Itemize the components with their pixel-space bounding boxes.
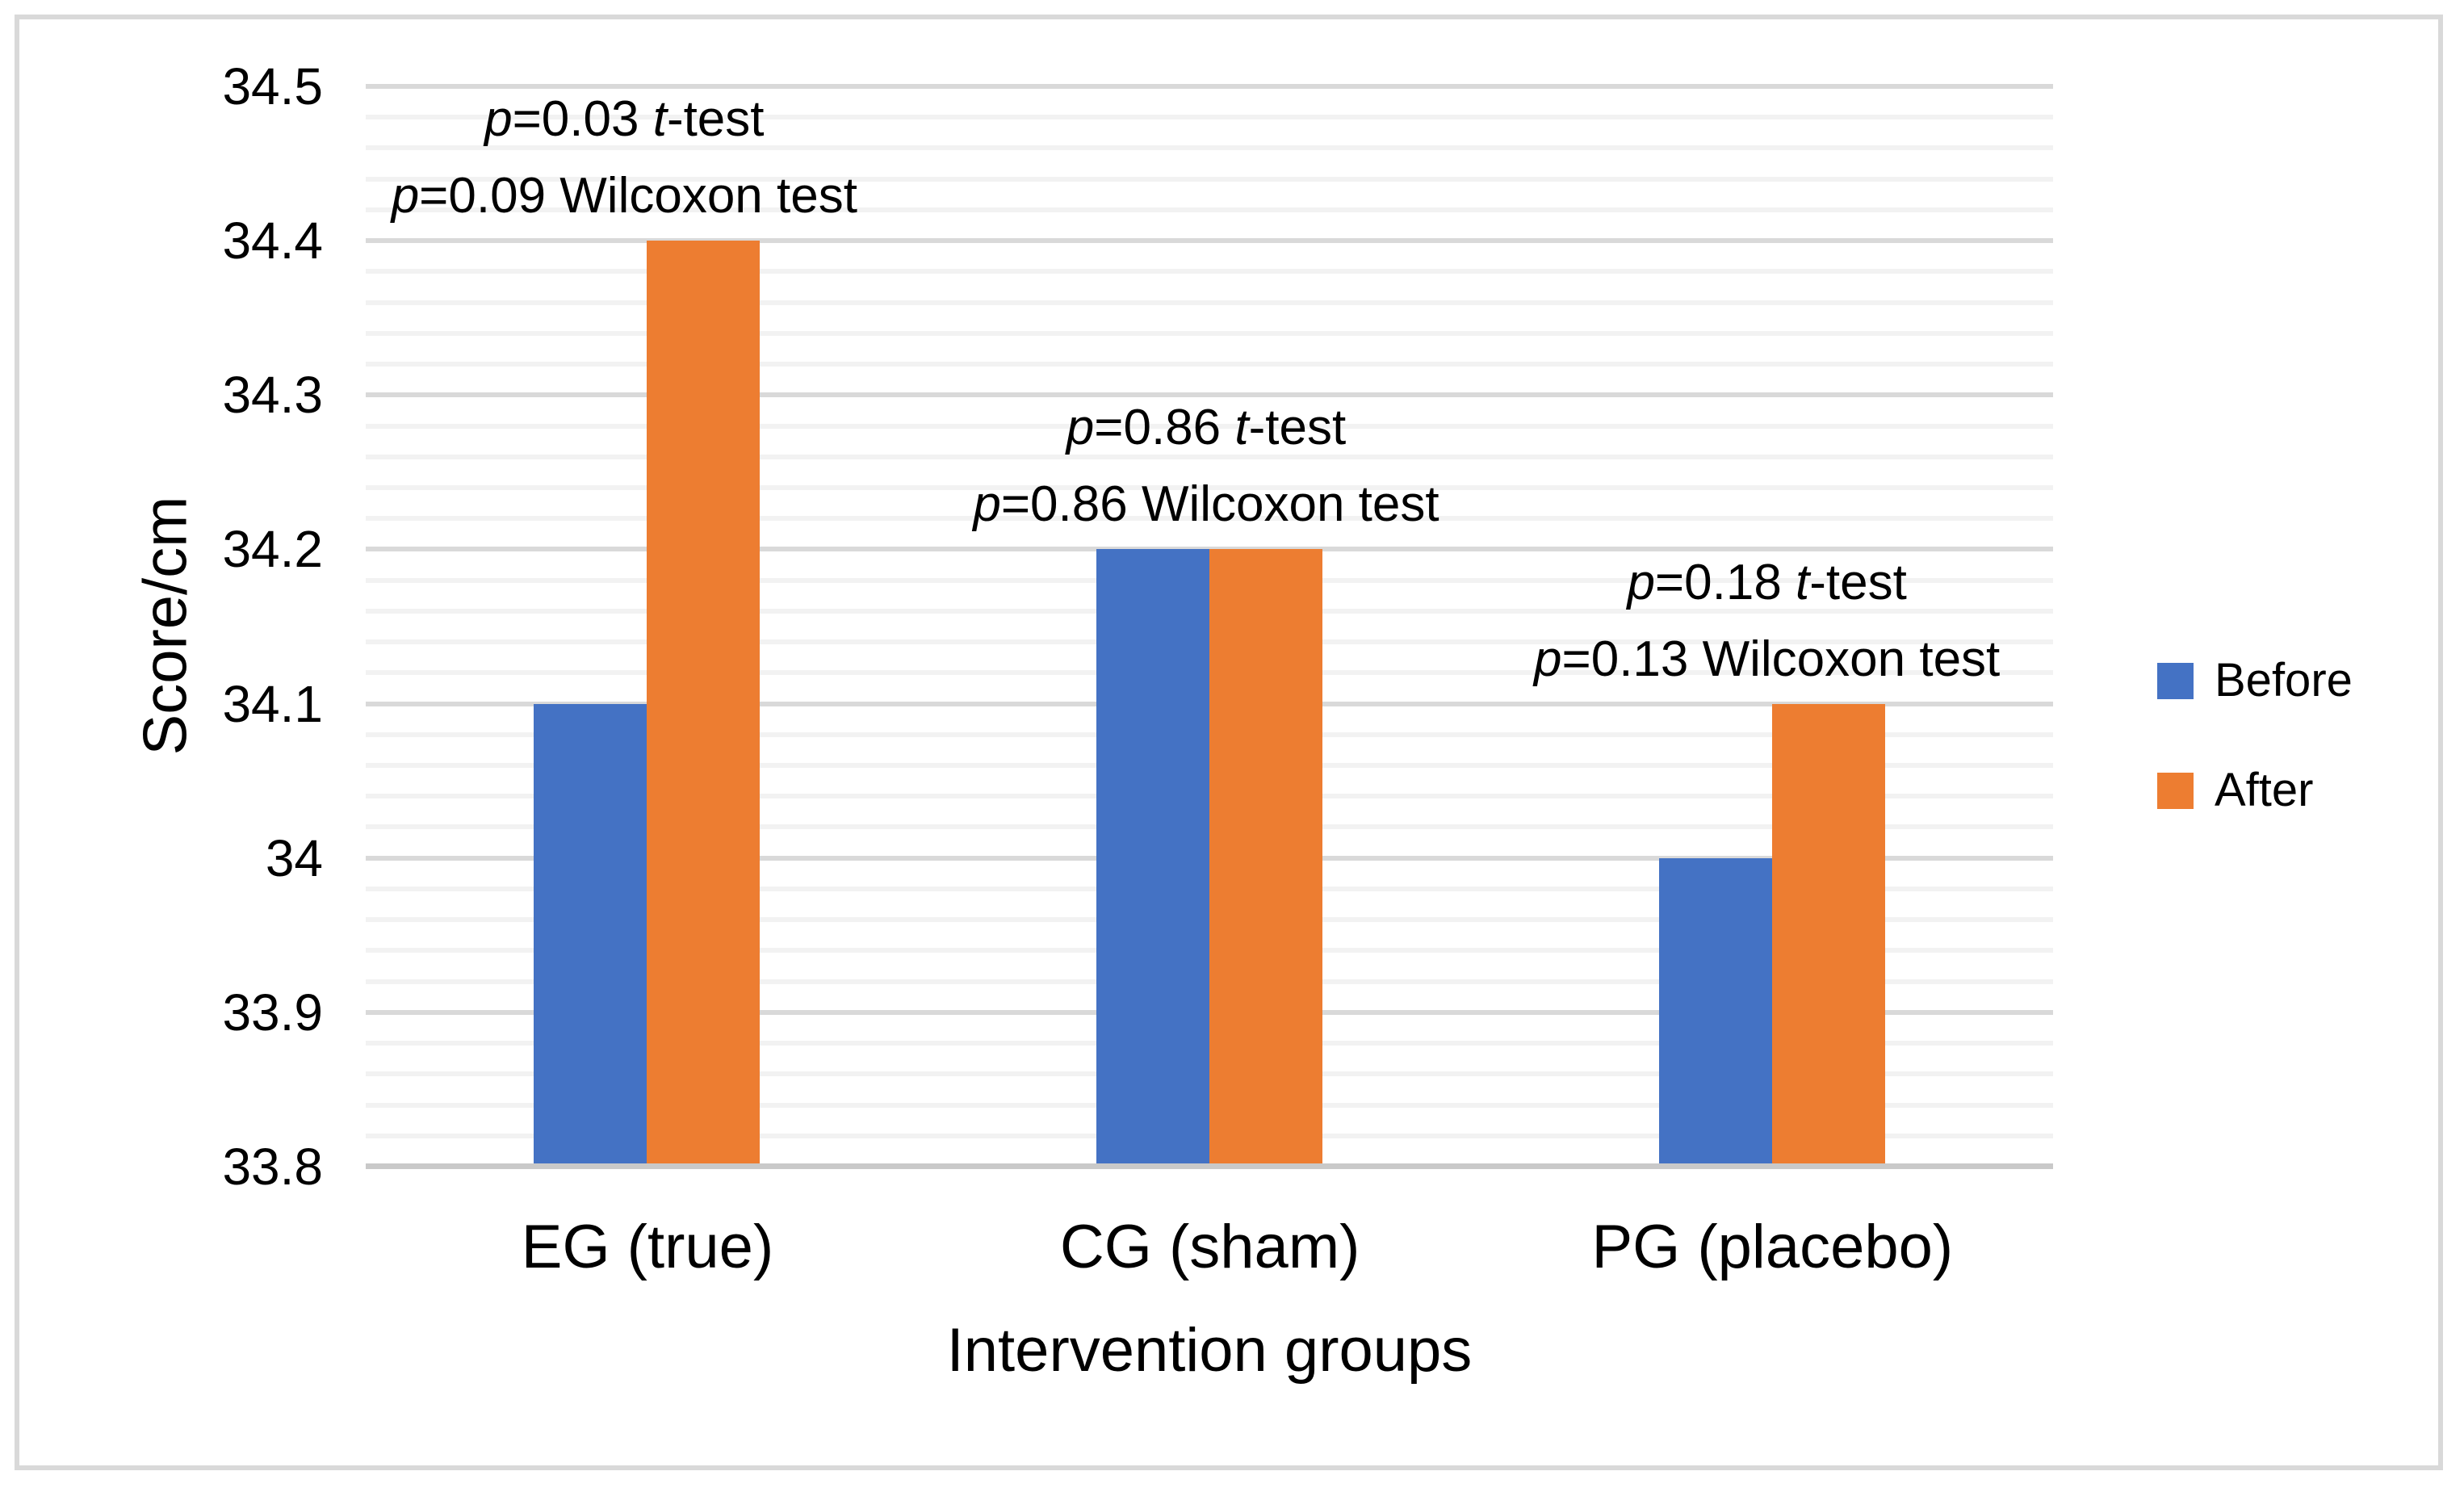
y-tick-label: 34.3 (222, 366, 323, 425)
y-tick-label: 34 (265, 828, 323, 887)
annotation-wilcoxon-line: p=0.86 Wilcoxon test (973, 476, 1439, 533)
bar-after-cg (1209, 549, 1322, 1167)
annotation-ttest-line: p=0.86 t-test (1066, 400, 1347, 456)
gridline-minor (366, 176, 2053, 182)
plot-area (366, 84, 2053, 1169)
annotation-eg: p=0.03 t-test p=0.09 Wilcoxon test (261, 81, 987, 234)
x-axis-line (366, 1163, 2053, 1169)
legend-label: After (2215, 764, 2314, 816)
gridline-minor (366, 516, 2053, 522)
bar-before-eg (534, 703, 647, 1167)
gridline-minor (366, 423, 2053, 429)
legend-item-after: After (2157, 762, 2353, 819)
gridline-minor (366, 145, 2053, 151)
gridline-minor (366, 115, 2053, 120)
category-label: CG (sham) (1059, 1213, 1360, 1281)
annotation-wilcoxon-line: p=0.09 Wilcoxon test (391, 168, 857, 224)
y-axis-title: Score/cm (131, 496, 200, 756)
annotation-ttest-line: p=0.03 t-test (484, 91, 765, 148)
gridline-minor (366, 269, 2053, 275)
bar-after-eg (647, 241, 761, 1167)
annotation-pg: p=0.18 t-test p=0.13 Wilcoxon test (1404, 544, 2131, 698)
y-tick-label: 33.9 (222, 983, 323, 1042)
gridline-minor (366, 330, 2053, 336)
gridline-major (366, 238, 2053, 244)
gridline-minor (366, 300, 2053, 305)
category-label: EG (true) (521, 1213, 774, 1281)
legend: Before After (2157, 652, 2353, 819)
annotation-cg: p=0.86 t-test p=0.86 Wilcoxon test (843, 389, 1569, 543)
gridline-minor (366, 207, 2053, 212)
legend-swatch-after (2157, 772, 2194, 809)
y-tick-label: 34.4 (222, 212, 323, 270)
gridline-minor (366, 484, 2053, 490)
y-tick-label: 33.8 (222, 1138, 323, 1196)
gridline-minor (366, 362, 2053, 367)
x-axis-title: Intervention groups (946, 1316, 1473, 1385)
bar-before-pg (1658, 857, 1772, 1167)
bar-after-pg (1771, 703, 1885, 1167)
gridline-minor (366, 454, 2053, 459)
y-tick-label: 34.1 (222, 674, 323, 733)
gridline-major (366, 392, 2053, 398)
y-tick-label: 34.5 (222, 57, 323, 115)
y-tick-label: 34.2 (222, 520, 323, 579)
legend-item-before: Before (2157, 652, 2353, 709)
gridline-major (366, 84, 2053, 89)
annotation-ttest-line: p=0.18 t-test (1627, 554, 1907, 610)
legend-swatch-before (2157, 662, 2194, 699)
annotation-wilcoxon-line: p=0.13 Wilcoxon test (1534, 631, 2001, 687)
chart-outer-border (15, 15, 2443, 1470)
bar-before-cg (1096, 549, 1209, 1167)
legend-label: Before (2215, 654, 2353, 706)
category-label: PG (placebo) (1591, 1213, 1954, 1281)
